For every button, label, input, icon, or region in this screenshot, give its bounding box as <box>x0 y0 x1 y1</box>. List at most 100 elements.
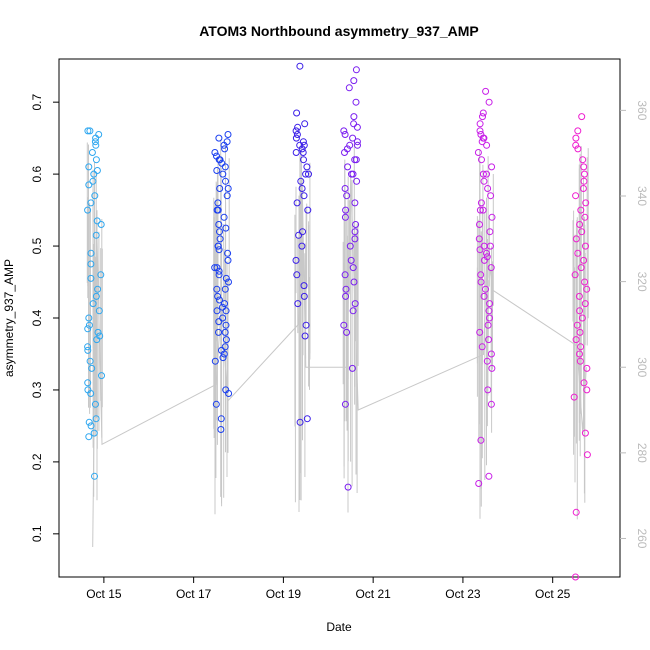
data-point <box>93 336 101 344</box>
data-point <box>483 170 490 178</box>
data-point <box>221 145 229 153</box>
data-point <box>87 260 95 268</box>
data-point <box>212 400 220 408</box>
data-point <box>97 221 105 228</box>
data-point <box>478 138 486 146</box>
data-point <box>570 393 578 401</box>
data-point <box>483 357 491 365</box>
data-point <box>583 386 591 394</box>
data-point <box>573 321 581 329</box>
data-point <box>87 199 95 207</box>
data-point <box>85 314 93 322</box>
plot-frame <box>58 58 621 578</box>
data-point <box>85 181 93 189</box>
data-point <box>84 127 92 135</box>
data-point <box>87 422 95 430</box>
data-point <box>350 113 358 121</box>
data-point <box>220 213 228 221</box>
data-point <box>577 343 585 351</box>
data-point <box>480 256 488 264</box>
data-point <box>293 109 301 117</box>
data-point <box>214 199 222 207</box>
data-point <box>351 235 359 243</box>
data-point <box>576 357 584 365</box>
data-point <box>292 256 300 264</box>
data-point <box>581 213 589 221</box>
data-point <box>220 141 228 149</box>
data-point <box>583 451 591 459</box>
data-point <box>221 343 229 351</box>
data-point <box>484 321 492 329</box>
data-point <box>213 307 221 315</box>
data-point <box>222 224 230 232</box>
data-point <box>476 120 484 128</box>
data-point <box>581 429 589 437</box>
data-point <box>580 163 588 171</box>
data-point <box>84 325 92 333</box>
chart-title: ATOM3 Northbound asymmetry_937_AMP <box>199 23 479 39</box>
data-point <box>222 336 230 344</box>
data-point <box>476 206 484 214</box>
data-point <box>299 228 306 236</box>
data-point <box>583 285 591 293</box>
data-point <box>478 343 486 351</box>
data-point <box>348 364 356 372</box>
data-point <box>298 242 306 250</box>
data-point <box>222 321 230 329</box>
data-point <box>352 66 360 74</box>
data-point <box>479 109 487 117</box>
data-point <box>476 246 484 254</box>
data-point <box>480 177 488 185</box>
data-point <box>341 185 349 192</box>
data-point <box>477 271 485 279</box>
data-point <box>218 346 225 354</box>
data-point <box>572 141 580 149</box>
data-point <box>222 274 230 282</box>
x-tick-label: Oct 17 <box>176 587 212 601</box>
data-point <box>480 292 488 300</box>
data-point <box>301 332 309 340</box>
data-point <box>214 206 222 214</box>
data-point <box>84 206 92 214</box>
data-point <box>578 314 586 322</box>
data-point <box>219 303 226 311</box>
data-point <box>293 271 301 279</box>
data-point <box>476 328 484 336</box>
data-point <box>474 149 482 156</box>
data-point <box>351 228 359 236</box>
data-point <box>292 127 300 135</box>
data-point <box>485 336 493 344</box>
data-point <box>298 185 306 192</box>
data-point <box>484 185 492 192</box>
data-point <box>580 379 588 387</box>
data-point <box>475 235 483 243</box>
data-point <box>222 307 230 315</box>
data-point <box>581 278 589 286</box>
data-point <box>294 123 302 131</box>
data-point <box>94 328 102 336</box>
y-axis-label: asymmetry_937_AMP <box>2 259 16 377</box>
data-point <box>221 328 229 336</box>
data-point <box>485 307 493 315</box>
data-point <box>299 138 307 146</box>
data-point <box>576 350 583 358</box>
data-point <box>486 228 494 236</box>
data-point <box>476 127 484 135</box>
data-point <box>343 192 351 200</box>
secondary-series-line <box>92 174 587 548</box>
data-point <box>86 127 94 135</box>
data-point <box>216 235 224 243</box>
data-point <box>344 483 352 491</box>
data-point <box>572 192 580 200</box>
data-point <box>300 282 308 290</box>
data-point <box>341 149 348 156</box>
data-point <box>350 77 358 85</box>
data-point <box>572 508 580 516</box>
data-point <box>572 134 580 142</box>
data-point <box>349 264 357 272</box>
data-point <box>218 159 226 167</box>
data-point <box>485 472 493 480</box>
data-point <box>486 242 494 250</box>
data-point <box>579 156 587 164</box>
